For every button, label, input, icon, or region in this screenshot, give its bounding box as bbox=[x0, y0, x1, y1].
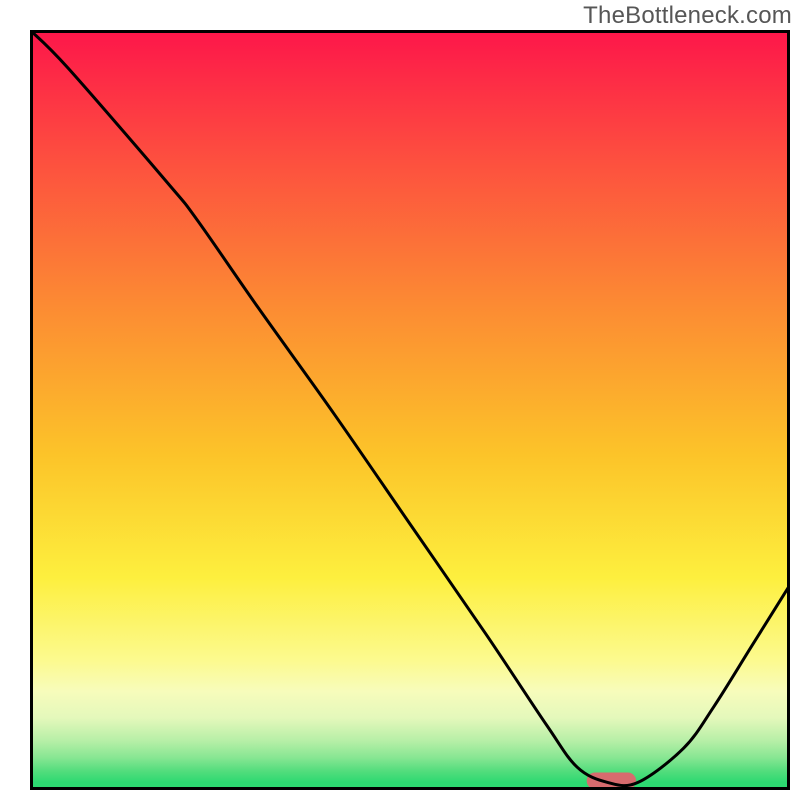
gradient-background bbox=[30, 30, 790, 790]
watermark-text: TheBottleneck.com bbox=[583, 2, 792, 30]
chart-container: TheBottleneck.com bbox=[0, 0, 800, 800]
bottleneck-chart bbox=[30, 30, 790, 790]
plot-area bbox=[30, 30, 790, 790]
